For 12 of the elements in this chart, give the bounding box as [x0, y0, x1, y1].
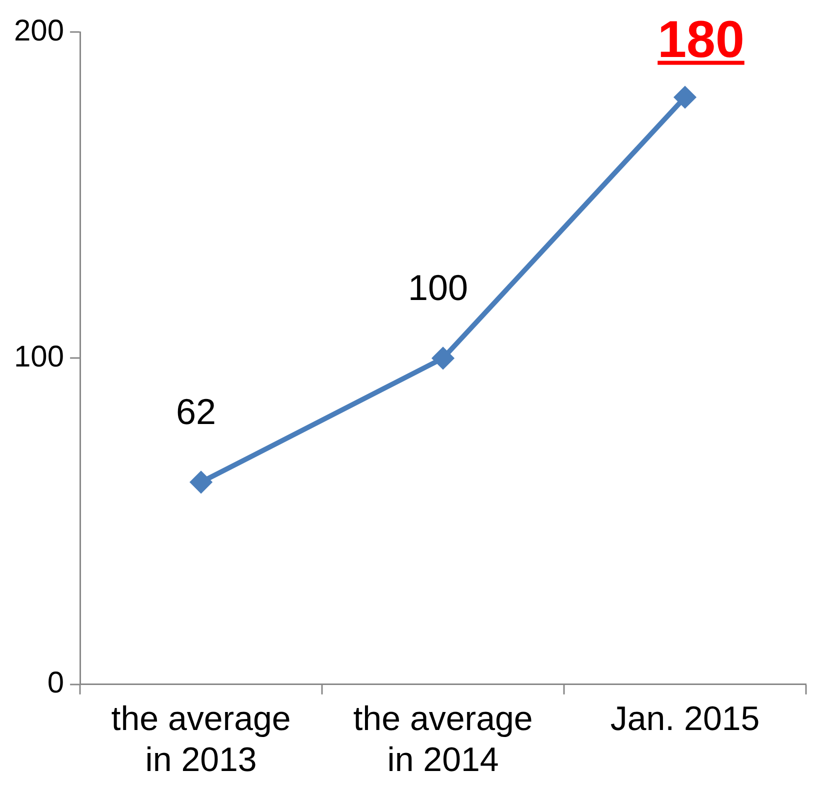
y-tick-label: 200	[14, 14, 64, 48]
text: 100	[408, 267, 468, 308]
point	[190, 472, 212, 493]
point	[674, 86, 696, 108]
point	[432, 348, 454, 369]
text: 62	[176, 391, 216, 432]
x-tick-label: the average in 2014	[353, 700, 533, 779]
annotation: 180	[658, 11, 744, 70]
x-tick-label: Jan. 2015	[610, 700, 760, 738]
y-tick-label: 100	[14, 340, 64, 374]
x-tick-label: the average in 2013	[111, 700, 291, 779]
y-tick-label: 0	[47, 666, 64, 700]
